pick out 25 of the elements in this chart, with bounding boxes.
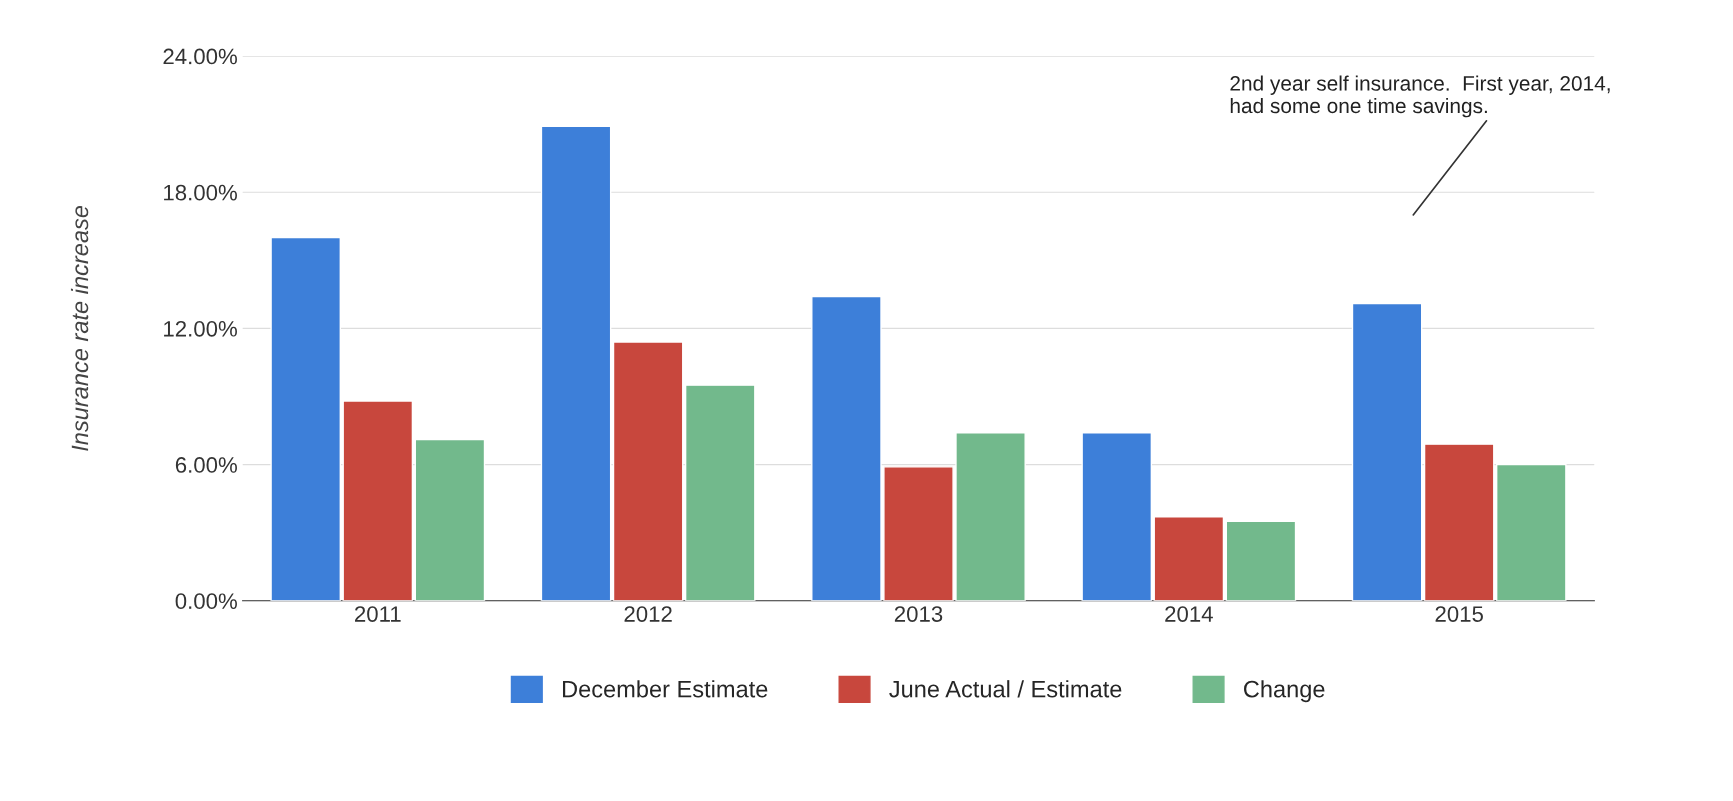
y-axis-title: Insurance rate increase [70,205,89,451]
y-tick-label: 18.00% [164,184,237,201]
bar [684,384,756,601]
x-tick-label: 2011 [355,606,401,622]
bar [1225,520,1297,601]
x-tick-label: 2012 [624,606,672,622]
legend-label: June Actual / Estimate [889,680,1122,698]
bar [1351,302,1423,601]
y-tick-label: 6.00% [175,457,237,473]
y-tick-label: 0.00% [175,593,237,610]
bar [414,438,486,601]
bar [1153,516,1225,601]
bar [1423,443,1495,601]
x-tick-label: 2015 [1435,606,1483,622]
y-tick-label: 24.00% [163,48,237,65]
bar [540,125,612,601]
x-tick-label: 2014 [1165,606,1213,622]
bar [1081,432,1153,601]
bar [1495,463,1567,601]
bar [612,341,684,601]
y-tick-label: 12.00% [164,320,237,337]
x-tick-label: 2013 [894,606,943,622]
annotation: 2nd year self insurance. First year, 2014, had some one time savings. [1230,75,1610,118]
legend-label: December Estimate [562,680,768,698]
legend-label: Change [1244,680,1325,703]
